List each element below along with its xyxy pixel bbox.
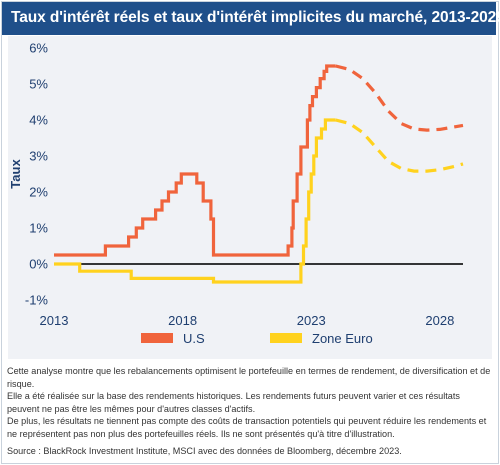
y-tick-label: 6% — [29, 41, 48, 56]
series-line-us-historical — [54, 64, 336, 257]
x-tick-label: 2018 — [168, 313, 197, 328]
y-tick-label: 1% — [29, 221, 48, 236]
legend-swatch-euro — [270, 333, 302, 343]
series-line-euro-historical — [54, 118, 336, 284]
y-axis-title: Taux — [8, 159, 23, 189]
source-note: Source : BlackRock Investment Institute,… — [7, 446, 402, 456]
y-tick-label: 0% — [29, 257, 48, 272]
series-line-us-implied — [335, 64, 464, 132]
title-bar: Taux d'intérêt réels et taux d'intérêt i… — [2, 2, 500, 35]
x-tick-label: 2013 — [40, 313, 69, 328]
x-tick-label: 2028 — [425, 313, 454, 328]
y-tick-label: -1% — [25, 293, 49, 308]
plot-area: -1% 0% 1% 2% 3% 4% 5% 6% 2013 2018 2023 2028 Taux U.S… — [8, 36, 492, 359]
legend-label-us: U.S — [183, 331, 205, 346]
chart-svg: -1% 0% 1% 2% 3% 4% 5% 6% 2013 2018 2023 2028 Taux U.S… — [8, 41, 464, 346]
legend-label-euro: Zone Euro — [312, 331, 373, 346]
x-tick-label: 2023 — [297, 313, 326, 328]
y-tick-label: 4% — [29, 113, 48, 128]
y-tick-label: 5% — [29, 77, 48, 92]
note-line: De plus, les résultats ne tiennent pas c… — [7, 416, 487, 439]
series-line-euro-implied — [335, 118, 464, 173]
legend-swatch-us — [141, 333, 173, 343]
note-line: Cette analyse montre que les rebalanceme… — [7, 366, 491, 389]
y-tick-label: 2% — [29, 185, 48, 200]
note-line: Elle a été réalisée sur la base des rend… — [7, 391, 460, 414]
y-tick-label: 3% — [29, 149, 48, 164]
chart-title: Taux d'intérêt réels et taux d'intérêt i… — [11, 9, 500, 26]
notes-block: Cette analyse montre que les rebalanceme… — [7, 365, 493, 441]
